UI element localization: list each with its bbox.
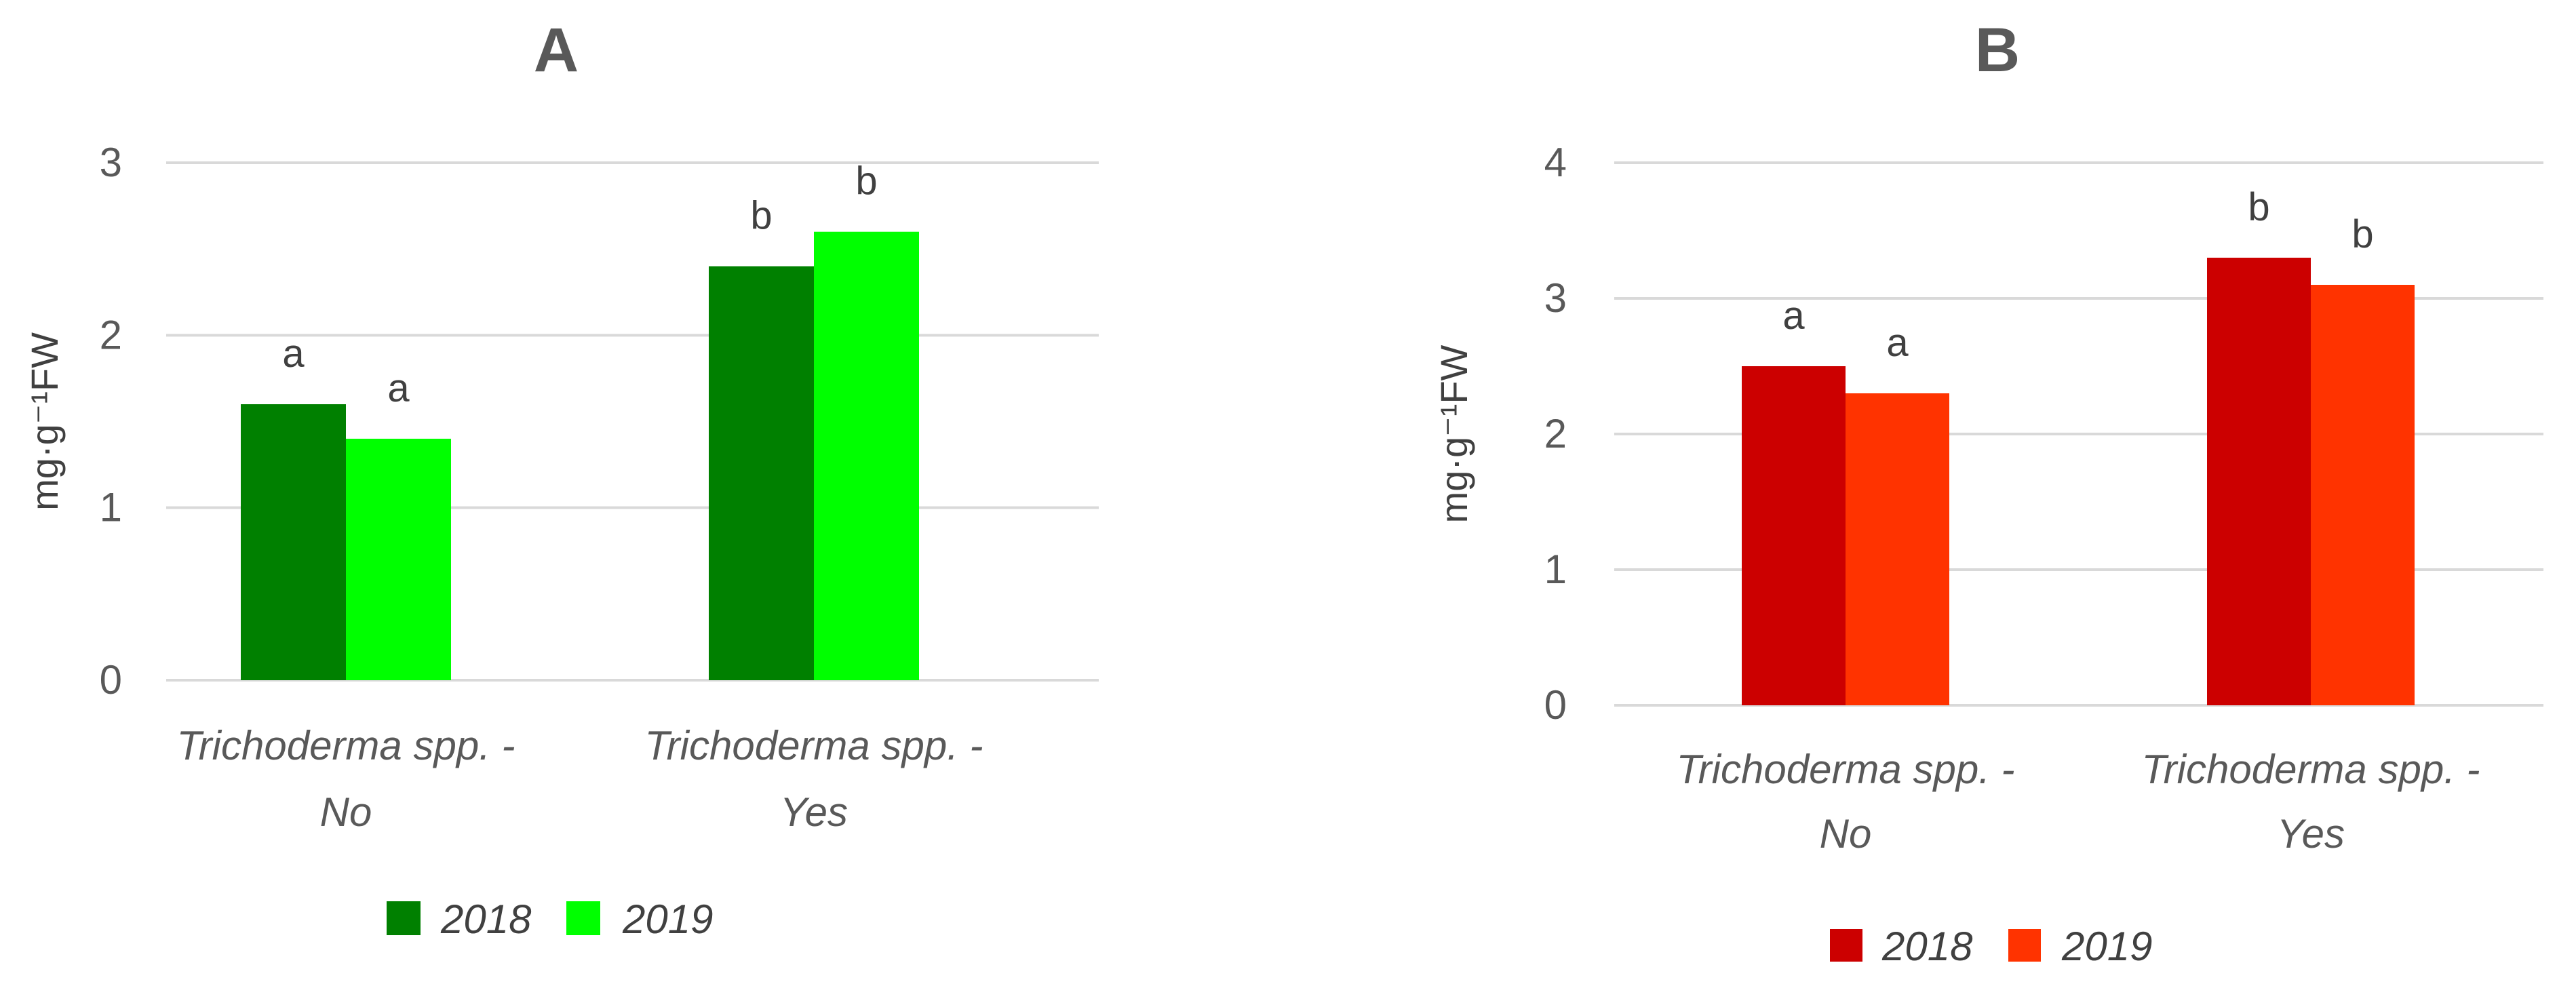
data-label: a bbox=[282, 332, 305, 376]
y-tick-label: 1 bbox=[1544, 547, 1567, 592]
bar-2018-2 bbox=[2207, 258, 2311, 705]
y-tick-label: 2 bbox=[1544, 411, 1567, 456]
bar-2018-1 bbox=[1742, 366, 1846, 705]
data-label: b bbox=[750, 194, 772, 238]
data-label: b bbox=[2351, 212, 2373, 256]
chart-title: A bbox=[534, 16, 579, 85]
data-label: b bbox=[855, 159, 877, 203]
legend-swatch bbox=[566, 901, 600, 935]
x-category-label: Trichoderma spp. - bbox=[1676, 747, 2014, 792]
y-tick-label: 0 bbox=[100, 657, 122, 703]
y-tick-label: 0 bbox=[1544, 682, 1567, 728]
chart-A: A 0 1 2 3 mg·g⁻¹FW a a Trichoderma spp. - No b b Tri… bbox=[23, 16, 1099, 942]
chart-title: B bbox=[1975, 16, 2020, 85]
bar-2018-2 bbox=[709, 266, 814, 681]
bar-2019-2 bbox=[814, 231, 919, 680]
data-label: b bbox=[2248, 185, 2269, 229]
legend-label: 2018 bbox=[440, 897, 532, 942]
bar-2019-1 bbox=[346, 438, 451, 680]
y-tick-label: 3 bbox=[100, 140, 122, 185]
chart-B: B 0 1 2 3 4 mg·g⁻¹FW a a Trichoderma spp. - No b b Tr… bbox=[1432, 16, 2543, 969]
x-category-label: Yes bbox=[780, 789, 848, 835]
x-category-label: Yes bbox=[2277, 811, 2345, 857]
x-category-label: Trichoderma spp. - bbox=[644, 723, 983, 768]
legend-swatch bbox=[2008, 929, 2041, 962]
y-axis-label: mg·g⁻¹FW bbox=[23, 332, 66, 511]
y-tick-label: 4 bbox=[1544, 140, 1567, 185]
y-tick-label: 1 bbox=[100, 485, 122, 530]
bar-2018-1 bbox=[241, 404, 346, 680]
data-label: a bbox=[1886, 321, 1909, 365]
x-category-label: No bbox=[320, 789, 372, 835]
x-category-label: No bbox=[1820, 811, 1872, 857]
bar-2019-1 bbox=[1846, 393, 1949, 705]
data-label: a bbox=[387, 366, 410, 410]
legend-label: 2018 bbox=[1881, 924, 1973, 969]
bar-2019-2 bbox=[2311, 285, 2415, 705]
y-tick-label: 2 bbox=[100, 312, 122, 357]
legend-swatch bbox=[387, 901, 421, 935]
y-axis-label: mg·g⁻¹FW bbox=[1432, 345, 1475, 523]
data-label: a bbox=[1782, 294, 1805, 338]
x-category-label: Trichoderma spp. - bbox=[2141, 747, 2480, 792]
legend-label: 2019 bbox=[622, 897, 713, 942]
legend-swatch bbox=[1830, 929, 1862, 962]
legend-label: 2019 bbox=[2061, 924, 2152, 969]
x-category-label: Trichoderma spp. - bbox=[176, 723, 515, 768]
y-tick-label: 3 bbox=[1544, 275, 1567, 321]
